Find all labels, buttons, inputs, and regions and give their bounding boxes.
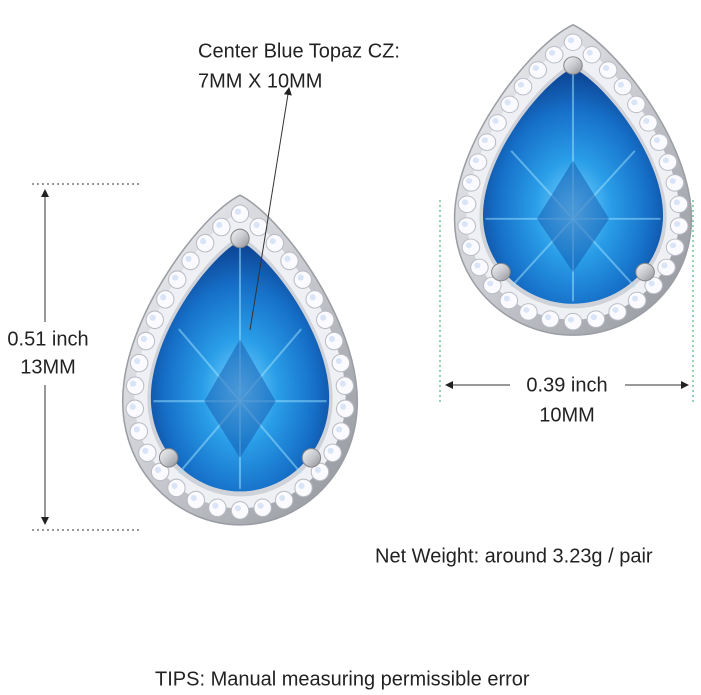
facet — [572, 218, 636, 288]
sparkle — [279, 494, 286, 502]
sparkle — [339, 380, 346, 387]
sparkle — [269, 238, 276, 245]
sparkle — [661, 262, 668, 269]
sparkle — [586, 49, 593, 56]
stone-size: 7MM X 10MM — [198, 70, 322, 92]
sparkle — [590, 314, 597, 321]
sparkle — [617, 81, 625, 88]
sparkle — [544, 314, 552, 321]
sparkle — [662, 157, 670, 164]
sparkle — [140, 335, 147, 343]
facet — [204, 339, 276, 458]
sparkle — [297, 274, 304, 281]
height-mm: 13MM — [20, 356, 76, 378]
sparkle — [648, 280, 655, 287]
width-mm: 10MM — [539, 404, 595, 426]
prong — [563, 56, 583, 75]
sparkle — [234, 208, 242, 215]
sparkle — [474, 262, 481, 269]
sparkle — [631, 295, 639, 302]
sparkle — [504, 99, 511, 106]
prong — [635, 262, 655, 282]
sparkle — [523, 307, 530, 313]
sparkle — [253, 221, 260, 229]
sparkle — [612, 307, 619, 313]
facet — [239, 328, 302, 402]
sparkle — [492, 118, 499, 124]
earrings — [121, 24, 693, 526]
sparkle — [133, 426, 140, 433]
width-inch: 0.39 inch — [526, 374, 607, 396]
net-weight: Net Weight: around 3.23g / pair — [375, 545, 653, 567]
sparkle — [653, 137, 661, 144]
sparkle — [154, 466, 162, 473]
sparkle — [284, 255, 291, 262]
facet — [536, 160, 610, 273]
sparkle — [336, 426, 343, 433]
sparkle — [517, 81, 525, 88]
sparkle — [130, 380, 137, 387]
prong — [491, 262, 511, 282]
sparkle — [567, 37, 575, 44]
facet — [178, 328, 241, 402]
sparkle — [465, 242, 472, 249]
height-inch: 0.51 inch — [7, 328, 88, 350]
sparkle — [320, 314, 327, 321]
sparkle — [472, 157, 480, 164]
sparkle — [567, 316, 575, 323]
sparkle — [257, 502, 264, 509]
earring — [121, 194, 359, 526]
sparkle — [172, 274, 179, 281]
sparkle — [314, 466, 321, 473]
sparkle — [549, 49, 556, 56]
facet — [178, 400, 241, 474]
sparkle — [142, 447, 149, 454]
sparkle — [466, 178, 473, 184]
sparkle — [190, 494, 197, 502]
sparkle — [171, 482, 178, 489]
sparkle — [673, 199, 680, 206]
prong — [158, 448, 179, 468]
sparkle — [216, 221, 223, 229]
sparkle — [327, 447, 334, 454]
facet — [510, 150, 574, 220]
facet — [572, 150, 636, 220]
sparkle — [309, 294, 316, 301]
sparkle — [487, 280, 494, 287]
sparkle — [212, 502, 219, 509]
sparkle — [234, 505, 242, 512]
sparkle — [461, 199, 469, 206]
sparkle — [185, 255, 192, 262]
sparkle — [461, 221, 468, 227]
label-bg — [5, 322, 93, 382]
sparkle — [532, 65, 539, 71]
sparkle — [340, 403, 347, 410]
sparkle — [631, 99, 638, 106]
sparkle — [643, 118, 650, 124]
sparkle — [149, 314, 156, 321]
sparkle — [298, 482, 305, 489]
earring — [453, 24, 693, 336]
prong — [230, 228, 250, 249]
dimension-lines — [32, 87, 694, 531]
stone-title: Center Blue Topaz CZ: — [198, 40, 400, 62]
sparkle — [134, 357, 141, 365]
sparkle — [481, 137, 488, 144]
sparkle — [669, 242, 677, 249]
tips: TIPS: Manual measuring permissible error — [155, 668, 530, 690]
facet — [239, 400, 302, 474]
facet — [510, 218, 574, 288]
prong — [301, 448, 322, 468]
sparkle — [674, 221, 681, 227]
sparkle — [669, 178, 676, 184]
sparkle — [328, 335, 336, 343]
sparkle — [335, 357, 342, 365]
sparkle — [503, 295, 510, 302]
sparkle — [160, 294, 167, 301]
sparkle — [603, 65, 610, 71]
sparkle — [129, 403, 136, 410]
sparkle — [200, 238, 207, 245]
